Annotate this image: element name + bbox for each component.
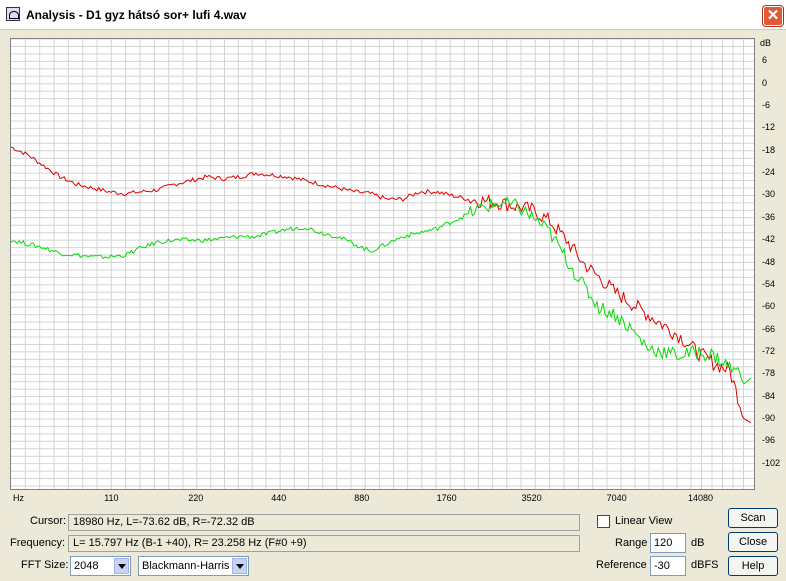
linear-view-label: Linear View <box>615 515 673 527</box>
y-tick-label: -84 <box>762 390 776 401</box>
scan-button[interactable]: Scan <box>728 508 778 528</box>
close-button[interactable]: Close <box>728 532 778 552</box>
y-tick-label: -72 <box>762 345 776 356</box>
y-tick-label: -96 <box>762 435 776 446</box>
x-tick-label: 110 <box>104 493 119 503</box>
reference-label: Reference <box>596 559 647 571</box>
x-tick-label: 7040 <box>606 493 627 503</box>
y-tick-label: -78 <box>762 368 776 379</box>
app-icon <box>6 7 20 21</box>
y-tick-label: 0 <box>762 77 768 88</box>
y-tick-label: -6 <box>762 100 771 111</box>
frequency-readout: L= 15.797 Hz (B-1 +40), R= 23.258 Hz (F#… <box>68 535 580 552</box>
x-tick-label: 440 <box>271 493 287 503</box>
range-input[interactable]: 120 <box>650 533 686 553</box>
series-line <box>11 195 752 385</box>
title-bar: Analysis - D1 gyz hátsó sor+ lufi 4.wav … <box>0 0 786 30</box>
spectrum-chart <box>11 39 754 489</box>
y-tick-label: 6 <box>762 55 768 66</box>
window-close-button[interactable]: ✕ <box>763 6 783 26</box>
fft-window-select[interactable]: Blackmann-Harris <box>138 556 249 576</box>
window-title: Analysis - D1 gyz hátsó sor+ lufi 4.wav <box>26 8 247 22</box>
chevron-down-icon <box>114 558 129 574</box>
y-tick-label: -24 <box>762 167 776 178</box>
x-axis-unit: Hz <box>13 493 24 503</box>
range-label: Range <box>615 537 648 549</box>
x-tick-label: 3520 <box>521 493 542 503</box>
series-line <box>11 146 752 424</box>
y-axis-unit: dB <box>760 38 772 48</box>
y-tick-label: -48 <box>762 256 776 267</box>
x-tick-label: 220 <box>188 493 204 503</box>
spectrum-plot[interactable] <box>10 38 755 490</box>
fft-window-value: Blackmann-Harris <box>142 560 230 572</box>
linear-view-checkbox[interactable] <box>597 515 610 528</box>
y-tick-label: -36 <box>762 211 776 222</box>
fft-size-label: FFT Size: <box>21 559 69 571</box>
cursor-label: Cursor: <box>30 515 67 527</box>
y-tick-label: -54 <box>762 278 776 289</box>
y-tick-label: -90 <box>762 412 776 423</box>
y-tick-label: -66 <box>762 323 776 334</box>
x-tick-label: 880 <box>354 493 370 503</box>
y-tick-label: -42 <box>762 234 776 245</box>
fft-size-select[interactable]: 2048 <box>70 556 131 576</box>
y-tick-label: -60 <box>762 301 776 312</box>
chevron-down-icon <box>232 558 247 574</box>
help-button[interactable]: Help <box>728 556 778 576</box>
range-unit: dB <box>691 537 705 549</box>
y-tick-label: -12 <box>762 122 776 133</box>
y-tick-label: -102 <box>762 457 781 468</box>
fft-size-value: 2048 <box>74 560 99 572</box>
y-tick-label: -18 <box>762 144 776 155</box>
x-tick-label: 1760 <box>436 493 457 503</box>
reference-input[interactable]: -30 <box>650 556 686 576</box>
cursor-readout: 18980 Hz, L=-73.62 dB, R=-72.32 dB <box>68 514 580 531</box>
y-tick-label: -30 <box>762 189 776 200</box>
reference-unit: dBFS <box>691 559 719 571</box>
x-tick-label: 14080 <box>688 493 714 503</box>
frequency-label: Frequency: <box>10 537 66 549</box>
